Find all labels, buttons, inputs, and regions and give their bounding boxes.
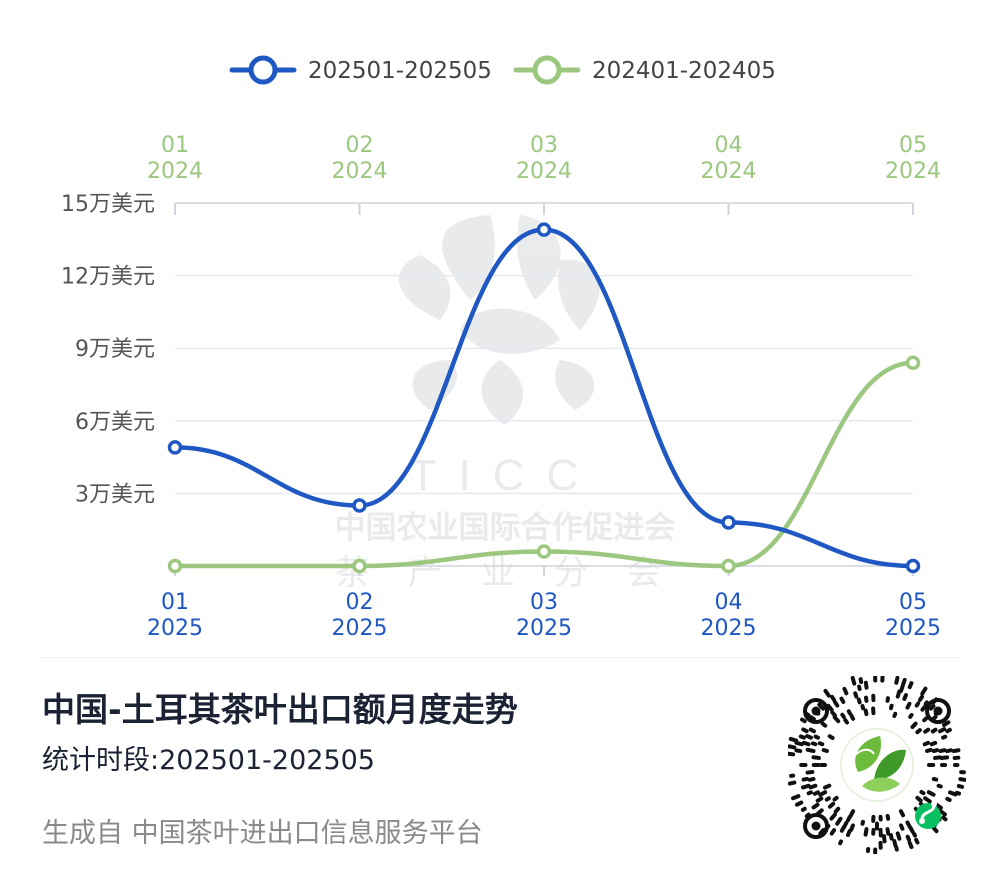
legend-marker (248, 55, 278, 85)
bottom-x-tick-label: 02 (346, 590, 374, 615)
chart-axes: 3万美元6万美元9万美元12万美元15万美元012024022024032024… (61, 133, 941, 641)
bottom-x-tick-label: 04 (715, 590, 743, 615)
y-tick-label: 9万美元 (75, 337, 155, 362)
statistics-period: 统计时段:202501-202505 (42, 745, 375, 776)
bottom-x-tick-year: 2025 (147, 616, 203, 641)
data-point (536, 222, 552, 237)
top-x-tick-label: 02 (346, 133, 374, 158)
top-x-tick-year: 2024 (885, 159, 941, 184)
data-point (905, 558, 921, 574)
bottom-x-tick-year: 2025 (885, 616, 941, 641)
bottom-x-tick-label: 05 (899, 590, 927, 615)
data-point (167, 440, 183, 455)
series-line (172, 360, 916, 569)
top-x-tick-label: 05 (899, 133, 927, 158)
divider (40, 657, 960, 658)
data-point (536, 544, 552, 559)
data-point (352, 498, 367, 513)
tea-leaf-logo-icon (840, 728, 914, 802)
y-tick-label: 15万美元 (61, 192, 155, 217)
bottom-x-tick-year: 2025 (516, 616, 572, 641)
watermark-leaf-logo-icon (398, 215, 600, 425)
data-point (721, 558, 736, 574)
top-x-tick-label: 01 (161, 133, 189, 158)
mini-program-qr-code-icon[interactable] (788, 676, 966, 854)
data-point (352, 558, 367, 574)
top-x-tick-year: 2024 (516, 159, 572, 184)
data-point (905, 355, 921, 370)
watermark-line1: 中国农业国际合作促进会 (335, 510, 676, 546)
chart-legend: 202501-202505 202401-202405 (229, 55, 776, 85)
data-point (721, 515, 736, 530)
legend-label: 202501-202505 (308, 58, 492, 84)
ticc-watermark: TICC 中国农业国际合作促进会 茶 产 业 分 会 (335, 215, 676, 593)
watermark-letters: TICC (410, 451, 601, 500)
top-x-tick-year: 2024 (332, 159, 388, 184)
top-x-tick-label: 03 (530, 133, 558, 158)
top-x-tick-year: 2024 (701, 159, 757, 184)
top-x-tick-year: 2024 (147, 159, 203, 184)
bottom-x-tick-label: 01 (161, 590, 189, 615)
top-x-tick-label: 04 (715, 133, 743, 158)
source-note: 生成自 中国茶叶进出口信息服务平台 (42, 818, 483, 849)
data-point (167, 558, 183, 574)
page-title: 中国-土耳其茶叶出口额月度走势 (42, 690, 518, 729)
wechat-mini-program-icon (915, 801, 941, 829)
series-layer (167, 222, 921, 574)
y-tick-label: 3万美元 (75, 482, 155, 507)
watermark-line2: 茶 产 业 分 会 (335, 553, 674, 593)
y-tick-label: 6万美元 (75, 410, 155, 435)
line-chart: TICC 中国农业国际合作促进会 茶 产 业 分 会 3万美元 6万美元 9万美元 1… (61, 55, 941, 641)
y-tick-label: 12万美元 (61, 265, 155, 290)
bottom-x-tick-year: 2025 (332, 616, 388, 641)
bottom-x-tick-year: 2025 (701, 616, 757, 641)
bottom-x-tick-label: 03 (530, 590, 558, 615)
legend-label: 202401-202405 (592, 58, 776, 84)
legend-marker (532, 55, 562, 85)
